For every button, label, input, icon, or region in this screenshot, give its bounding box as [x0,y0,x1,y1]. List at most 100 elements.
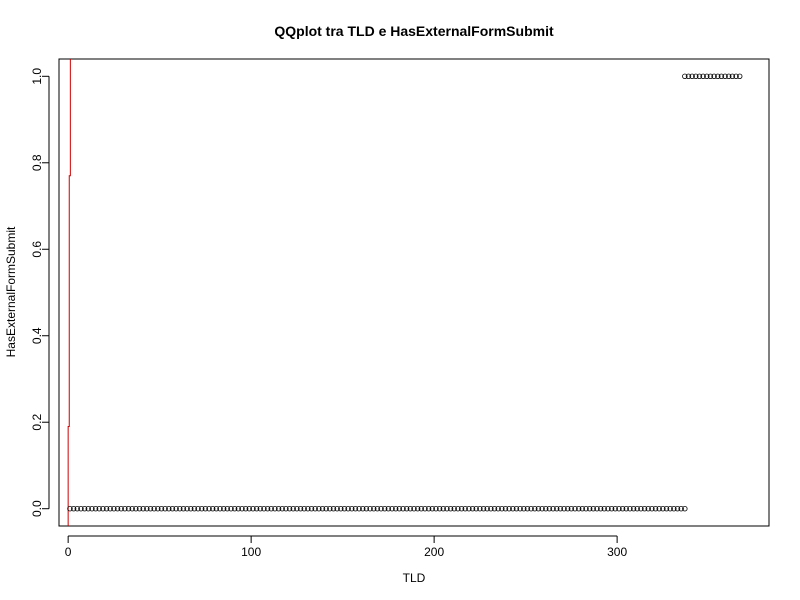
data-point [568,506,575,512]
data-point [136,506,143,512]
data-point [729,73,736,79]
data-point [440,506,446,512]
data-point [612,506,618,512]
data-point [561,506,567,512]
data-point [78,506,84,512]
data-point [301,506,307,512]
data-point [491,506,498,512]
data-point [528,506,534,512]
x-tick-label: 300 [607,545,627,559]
data-point [638,506,644,512]
data-point [312,506,318,512]
data-point [451,506,457,512]
data-point [81,506,88,512]
y-tick-label: 0.0 [30,500,44,517]
data-point [261,506,267,512]
data-point [378,506,384,512]
data-point [425,506,432,512]
data-point [517,506,523,512]
data-point [393,506,399,512]
data-point [711,73,717,79]
data-point [169,506,176,512]
data-point [693,73,699,79]
y-tick-label: 0.4 [30,327,44,344]
data-point [264,506,271,512]
data-point [173,506,179,512]
reference-line [67,59,71,526]
data-point [118,506,124,512]
data-point [700,73,706,79]
data-point [133,506,139,512]
data-point [107,506,113,512]
data-point [535,506,542,512]
qq-reference-line [67,59,71,526]
data-point [696,73,703,79]
data-point [623,506,629,512]
data-point [246,506,253,512]
data-point [414,506,421,512]
data-point [502,506,509,512]
data-point [92,506,99,512]
data-point [682,506,688,512]
data-point [220,506,227,512]
data-point [122,506,128,512]
data-point [458,506,465,512]
data-point [308,506,315,512]
data-point [290,506,296,512]
data-point [641,506,648,512]
data-point [305,506,311,512]
data-point [345,506,351,512]
data-point [737,73,743,79]
data-point [689,73,695,79]
data-point [85,506,91,512]
data-point [663,506,670,512]
data-point [495,506,501,512]
data-point [294,506,300,512]
data-point [506,506,512,512]
data-point [257,506,263,512]
data-point [733,73,739,79]
data-point [685,73,692,79]
data-point [228,506,234,512]
data-point [210,506,216,512]
data-point [279,506,285,512]
data-point [74,506,80,512]
data-point [543,506,549,512]
x-axis: 0 100 200 300 [65,535,627,559]
data-point [550,506,556,512]
data-point [488,506,494,512]
data-point [327,506,333,512]
data-point [385,506,392,512]
data-point [601,506,608,512]
data-point [554,506,560,512]
data-point [447,506,454,512]
data-point [513,506,520,512]
y-tick-label: 0.8 [30,154,44,171]
data-points [67,73,743,512]
data-point [180,506,187,512]
data-point [356,506,362,512]
data-point [484,506,490,512]
data-point [363,506,370,512]
data-point [147,506,154,512]
data-point [253,506,260,512]
data-point [499,506,505,512]
data-point [162,506,168,512]
data-point [403,506,410,512]
data-point [286,506,293,512]
data-point [349,506,355,512]
data-point [297,506,304,512]
x-axis-label: TLD [403,571,426,585]
data-point [166,506,172,512]
data-point [473,506,479,512]
data-point [671,506,677,512]
data-point [283,506,289,512]
data-point [188,506,194,512]
data-point [583,506,589,512]
data-point [572,506,578,512]
data-point [590,506,597,512]
data-point [360,506,366,512]
data-point [579,506,586,512]
data-point [334,506,340,512]
data-point [524,506,531,512]
